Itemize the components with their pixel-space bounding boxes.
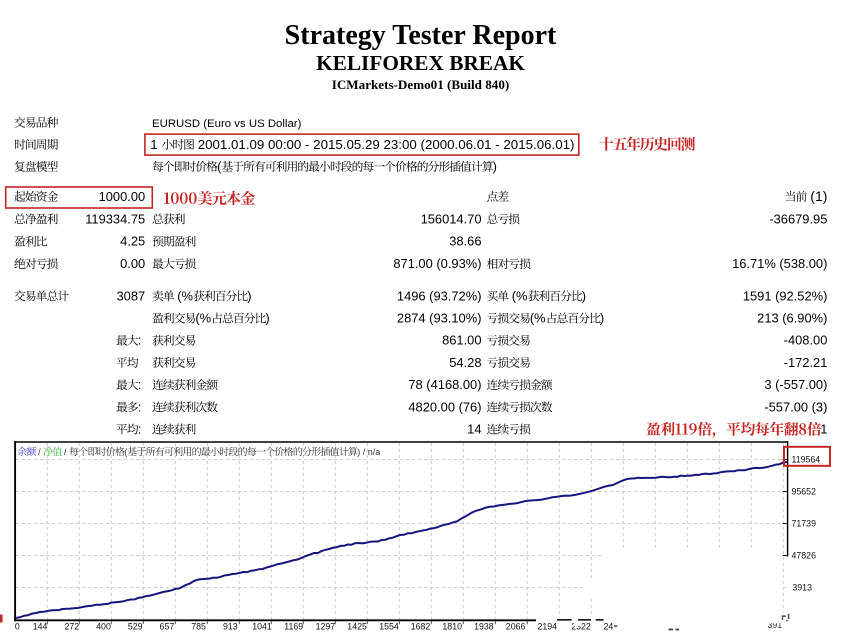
svg-text:/: /: [62, 447, 70, 457]
svg-text:54.28: 54.28: [449, 355, 481, 370]
svg-text:871.00 (0.93%): 871.00 (0.93%): [393, 256, 481, 271]
svg-text:): ): [600, 311, 604, 326]
svg-text:(: (: [217, 159, 222, 174]
svg-text:KELIFOREX BREAK: KELIFOREX BREAK: [316, 51, 525, 75]
svg-text:657: 657: [160, 622, 175, 632]
svg-text:1425: 1425: [347, 622, 367, 632]
svg-text:ICMarkets-Demo01 (Build 840): ICMarkets-Demo01 (Build 840): [332, 77, 509, 92]
svg-text:785: 785: [191, 622, 206, 632]
svg-text:4.25: 4.25: [120, 234, 145, 249]
svg-text:119564: 119564: [792, 455, 821, 465]
svg-text:0.00: 0.00: [120, 256, 145, 271]
svg-text:1000.00: 1000.00: [99, 189, 146, 204]
svg-text:): ): [247, 288, 251, 303]
svg-text:-36679.95: -36679.95: [769, 211, 827, 226]
svg-text:/: /: [36, 447, 44, 457]
svg-text:/ n/a: / n/a: [360, 447, 380, 457]
svg-text:71739: 71739: [792, 519, 817, 529]
svg-text:3087: 3087: [117, 288, 146, 303]
svg-text:1591 (92.52%): 1591 (92.52%): [743, 288, 828, 303]
svg-text:1: 1: [150, 137, 161, 152]
svg-text:1297: 1297: [316, 622, 336, 632]
svg-text:-557.00 (3): -557.00 (3): [764, 399, 827, 414]
svg-text:2874 (93.10%): 2874 (93.10%): [397, 311, 482, 326]
svg-text:3 (-557.00): 3 (-557.00): [764, 377, 827, 392]
svg-text::: :: [138, 333, 142, 348]
svg-text:-408.00: -408.00: [784, 333, 828, 348]
svg-text:1496 (93.72%): 1496 (93.72%): [397, 288, 482, 303]
svg-text:144: 144: [33, 622, 48, 632]
svg-text:1810: 1810: [442, 622, 462, 632]
svg-text:): ): [493, 159, 497, 174]
svg-text:95652: 95652: [792, 487, 817, 497]
svg-text:(%: (%: [530, 311, 546, 326]
svg-text:14: 14: [467, 422, 481, 437]
svg-text:213 (6.90%): 213 (6.90%): [757, 311, 827, 326]
svg-text:16.71% (538.00): 16.71% (538.00): [732, 256, 827, 271]
svg-text:(%: (%: [174, 288, 193, 303]
svg-text:24: 24: [604, 622, 614, 632]
svg-text::: :: [138, 399, 142, 414]
svg-text:1041: 1041: [252, 622, 272, 632]
svg-text:): ): [265, 311, 269, 326]
svg-text:(%: (%: [508, 288, 527, 303]
svg-text:EURUSD (Euro vs US Dollar): EURUSD (Euro vs US Dollar): [152, 118, 302, 130]
svg-text:913: 913: [223, 622, 238, 632]
svg-text:78 (4168.00): 78 (4168.00): [408, 377, 481, 392]
svg-text:529: 529: [128, 622, 143, 632]
svg-text:0: 0: [15, 622, 20, 632]
svg-text:-172.21: -172.21: [784, 355, 828, 370]
svg-text:2322: 2322: [571, 622, 591, 632]
svg-text::: :: [138, 422, 142, 437]
svg-text:2066: 2066: [506, 622, 526, 632]
svg-text:1: 1: [820, 422, 827, 437]
svg-text:Strategy Tester Report: Strategy Tester Report: [285, 20, 557, 51]
svg-text:2194: 2194: [538, 622, 558, 632]
svg-text:1938: 1938: [474, 622, 494, 632]
svg-text:4820.00 (76): 4820.00 (76): [408, 399, 481, 414]
svg-text:2001.01.09 00:00 - 2015.05.29: 2001.01.09 00:00 - 2015.05.29 23:00 (200…: [194, 137, 574, 152]
svg-text:119334.75: 119334.75: [85, 211, 145, 226]
svg-text:(: (: [124, 447, 127, 457]
svg-text:861.00: 861.00: [442, 333, 481, 348]
svg-text:272: 272: [64, 622, 79, 632]
svg-text:38.66: 38.66: [449, 234, 481, 249]
svg-text:1682: 1682: [411, 622, 431, 632]
svg-text:(%: (%: [195, 311, 211, 326]
svg-text:23913: 23913: [788, 583, 813, 593]
svg-text:1554: 1554: [379, 622, 399, 632]
svg-text::: :: [138, 377, 142, 392]
svg-text:391: 391: [768, 620, 783, 630]
svg-text:47826: 47826: [792, 551, 817, 561]
svg-text:1169: 1169: [284, 622, 303, 632]
svg-text:): ): [357, 447, 360, 457]
svg-text:156014.70: 156014.70: [421, 211, 482, 226]
svg-text:): ): [582, 288, 586, 303]
svg-text:(1): (1): [806, 188, 827, 204]
svg-text:400: 400: [96, 622, 111, 632]
